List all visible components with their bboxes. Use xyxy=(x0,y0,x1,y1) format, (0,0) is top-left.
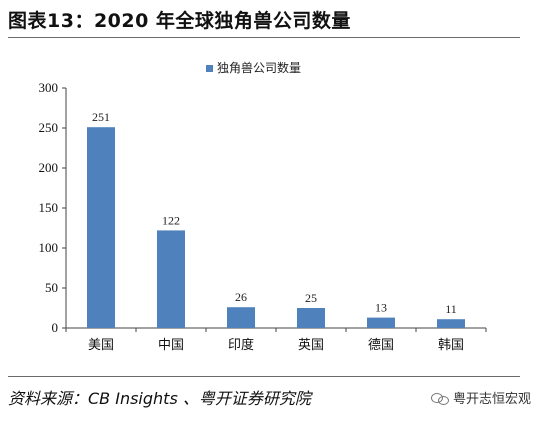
bar-chart: 独角兽公司数量 0 50 100 150 200 250 300 251 美国 122 中国 26 印度 2… xyxy=(39,60,487,353)
data-label: 13 xyxy=(375,301,387,315)
bar xyxy=(297,308,325,328)
data-label: 25 xyxy=(305,291,317,305)
legend-swatch xyxy=(206,65,213,72)
bar xyxy=(367,317,395,328)
footer-divider xyxy=(8,376,520,377)
legend-label: 独角兽公司数量 xyxy=(217,60,301,75)
source-note: 资料来源：CB Insights 、粤开证券研究院 xyxy=(8,389,311,408)
title-divider xyxy=(8,37,520,38)
x-tick-label: 韩国 xyxy=(438,338,464,353)
wechat-icon xyxy=(430,391,449,405)
bar xyxy=(157,230,185,328)
data-label: 251 xyxy=(92,110,110,124)
bar xyxy=(227,307,255,328)
y-tick-label: 50 xyxy=(45,280,58,295)
bar xyxy=(87,127,115,328)
y-tick-label: 0 xyxy=(52,320,59,335)
x-tick-label: 印度 xyxy=(228,337,254,353)
data-label: 122 xyxy=(162,213,180,227)
y-tick-label: 150 xyxy=(39,200,59,215)
bar xyxy=(437,319,465,328)
y-tick-label: 300 xyxy=(39,80,59,95)
x-tick-label: 美国 xyxy=(88,338,114,353)
x-tick-label: 德国 xyxy=(368,338,394,353)
watermark: 粤开志恒宏观 xyxy=(430,388,531,407)
data-label: 11 xyxy=(445,302,457,316)
figure-title: 图表13：2020 年全球独角兽公司数量 xyxy=(8,10,351,32)
x-tick-label: 英国 xyxy=(298,338,324,353)
x-tick-label: 中国 xyxy=(158,338,184,353)
y-tick-label: 100 xyxy=(39,240,59,255)
watermark-text: 粤开志恒宏观 xyxy=(452,392,531,407)
data-label: 26 xyxy=(235,290,247,304)
y-tick-label: 200 xyxy=(39,160,59,175)
y-tick-label: 250 xyxy=(39,120,59,135)
